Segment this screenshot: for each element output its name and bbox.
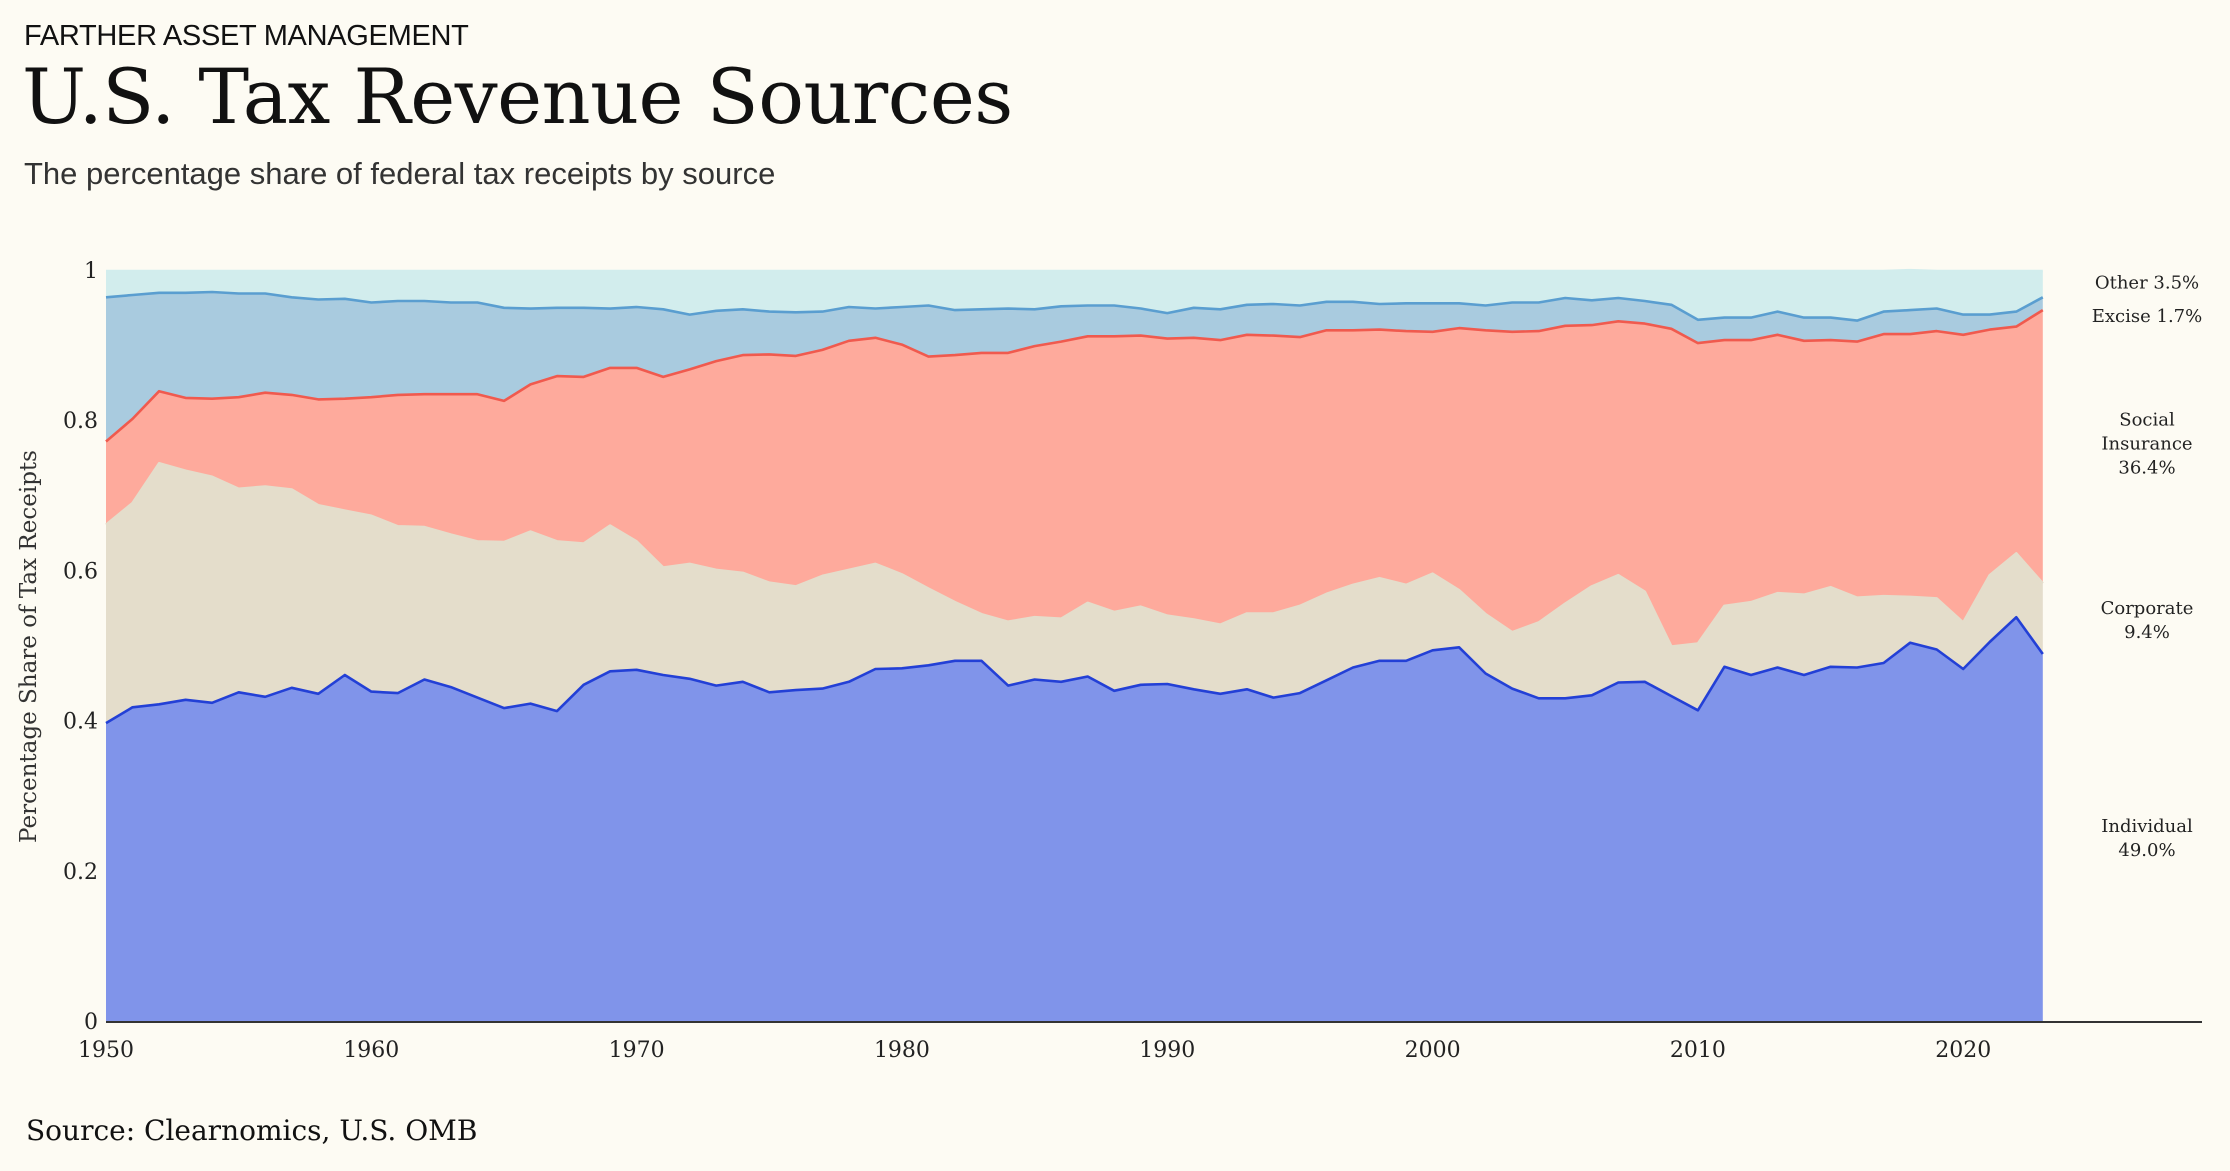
x-tick-label: 1980	[874, 1038, 930, 1063]
line-layer	[105, 268, 2044, 725]
area-corporate	[106, 463, 2043, 724]
area-other	[106, 270, 2043, 321]
line-social-insurance	[105, 308, 2044, 443]
area-layer	[106, 270, 2043, 1022]
chart-title: U.S. Tax Revenue Sources	[22, 52, 1013, 141]
series-label-social-insurance: Social Insurance 36.4%	[2101, 410, 2192, 479]
line-individual	[105, 615, 2044, 725]
x-tick-label: 1970	[609, 1038, 665, 1063]
brand-name: FARTHER ASSET MANAGEMENT	[24, 20, 469, 52]
x-tick-label: 2000	[1405, 1038, 1461, 1063]
y-tick-label: 1	[84, 259, 98, 284]
line-corporate	[105, 462, 2044, 648]
x-tick-label: 1960	[343, 1038, 399, 1063]
axes-layer: 1950 1960 1970 1980 1990 2000 2010 2020 0 0.2 0.4 0…	[16, 259, 2202, 1063]
stacked-area-chart: 1950 1960 1970 1980 1990 2000 2010 2020 0 0.2 0.4 0…	[16, 259, 2202, 1063]
series-label-other: Other 3.5%	[2095, 272, 2199, 293]
area-individual	[106, 617, 2043, 1022]
y-tick-label: 0	[84, 1010, 98, 1035]
chart-subtitle: The percentage share of federal tax rece…	[24, 156, 776, 191]
y-tick-label: 0.4	[63, 710, 98, 735]
source-note: Source: Clearnomics, U.S. OMB	[26, 1114, 478, 1147]
series-label-individual: Individual 49.0%	[2101, 816, 2193, 861]
area-excise	[106, 292, 2043, 442]
series-label-corporate: Corporate 9.4%	[2101, 598, 2194, 643]
y-tick-label: 0.2	[63, 860, 98, 885]
area-social-insurance	[106, 310, 2043, 647]
x-tick-label: 1950	[78, 1038, 134, 1063]
y-axis-title: Percentage Share of Tax Receipts	[16, 450, 42, 843]
series-label-excise: Excise 1.7%	[2092, 306, 2202, 327]
x-tick-label: 1990	[1139, 1038, 1195, 1063]
y-tick-label: 0.6	[63, 559, 98, 584]
x-tick-label: 2010	[1670, 1038, 1726, 1063]
line-other	[106, 268, 2043, 273]
line-excise	[105, 290, 2044, 322]
x-tick-label: 2020	[1935, 1038, 1991, 1063]
y-tick-label: 0.8	[63, 409, 98, 434]
series-label-layer: Individual 49.0% Corporate 9.4% Social Insura…	[2092, 272, 2202, 861]
